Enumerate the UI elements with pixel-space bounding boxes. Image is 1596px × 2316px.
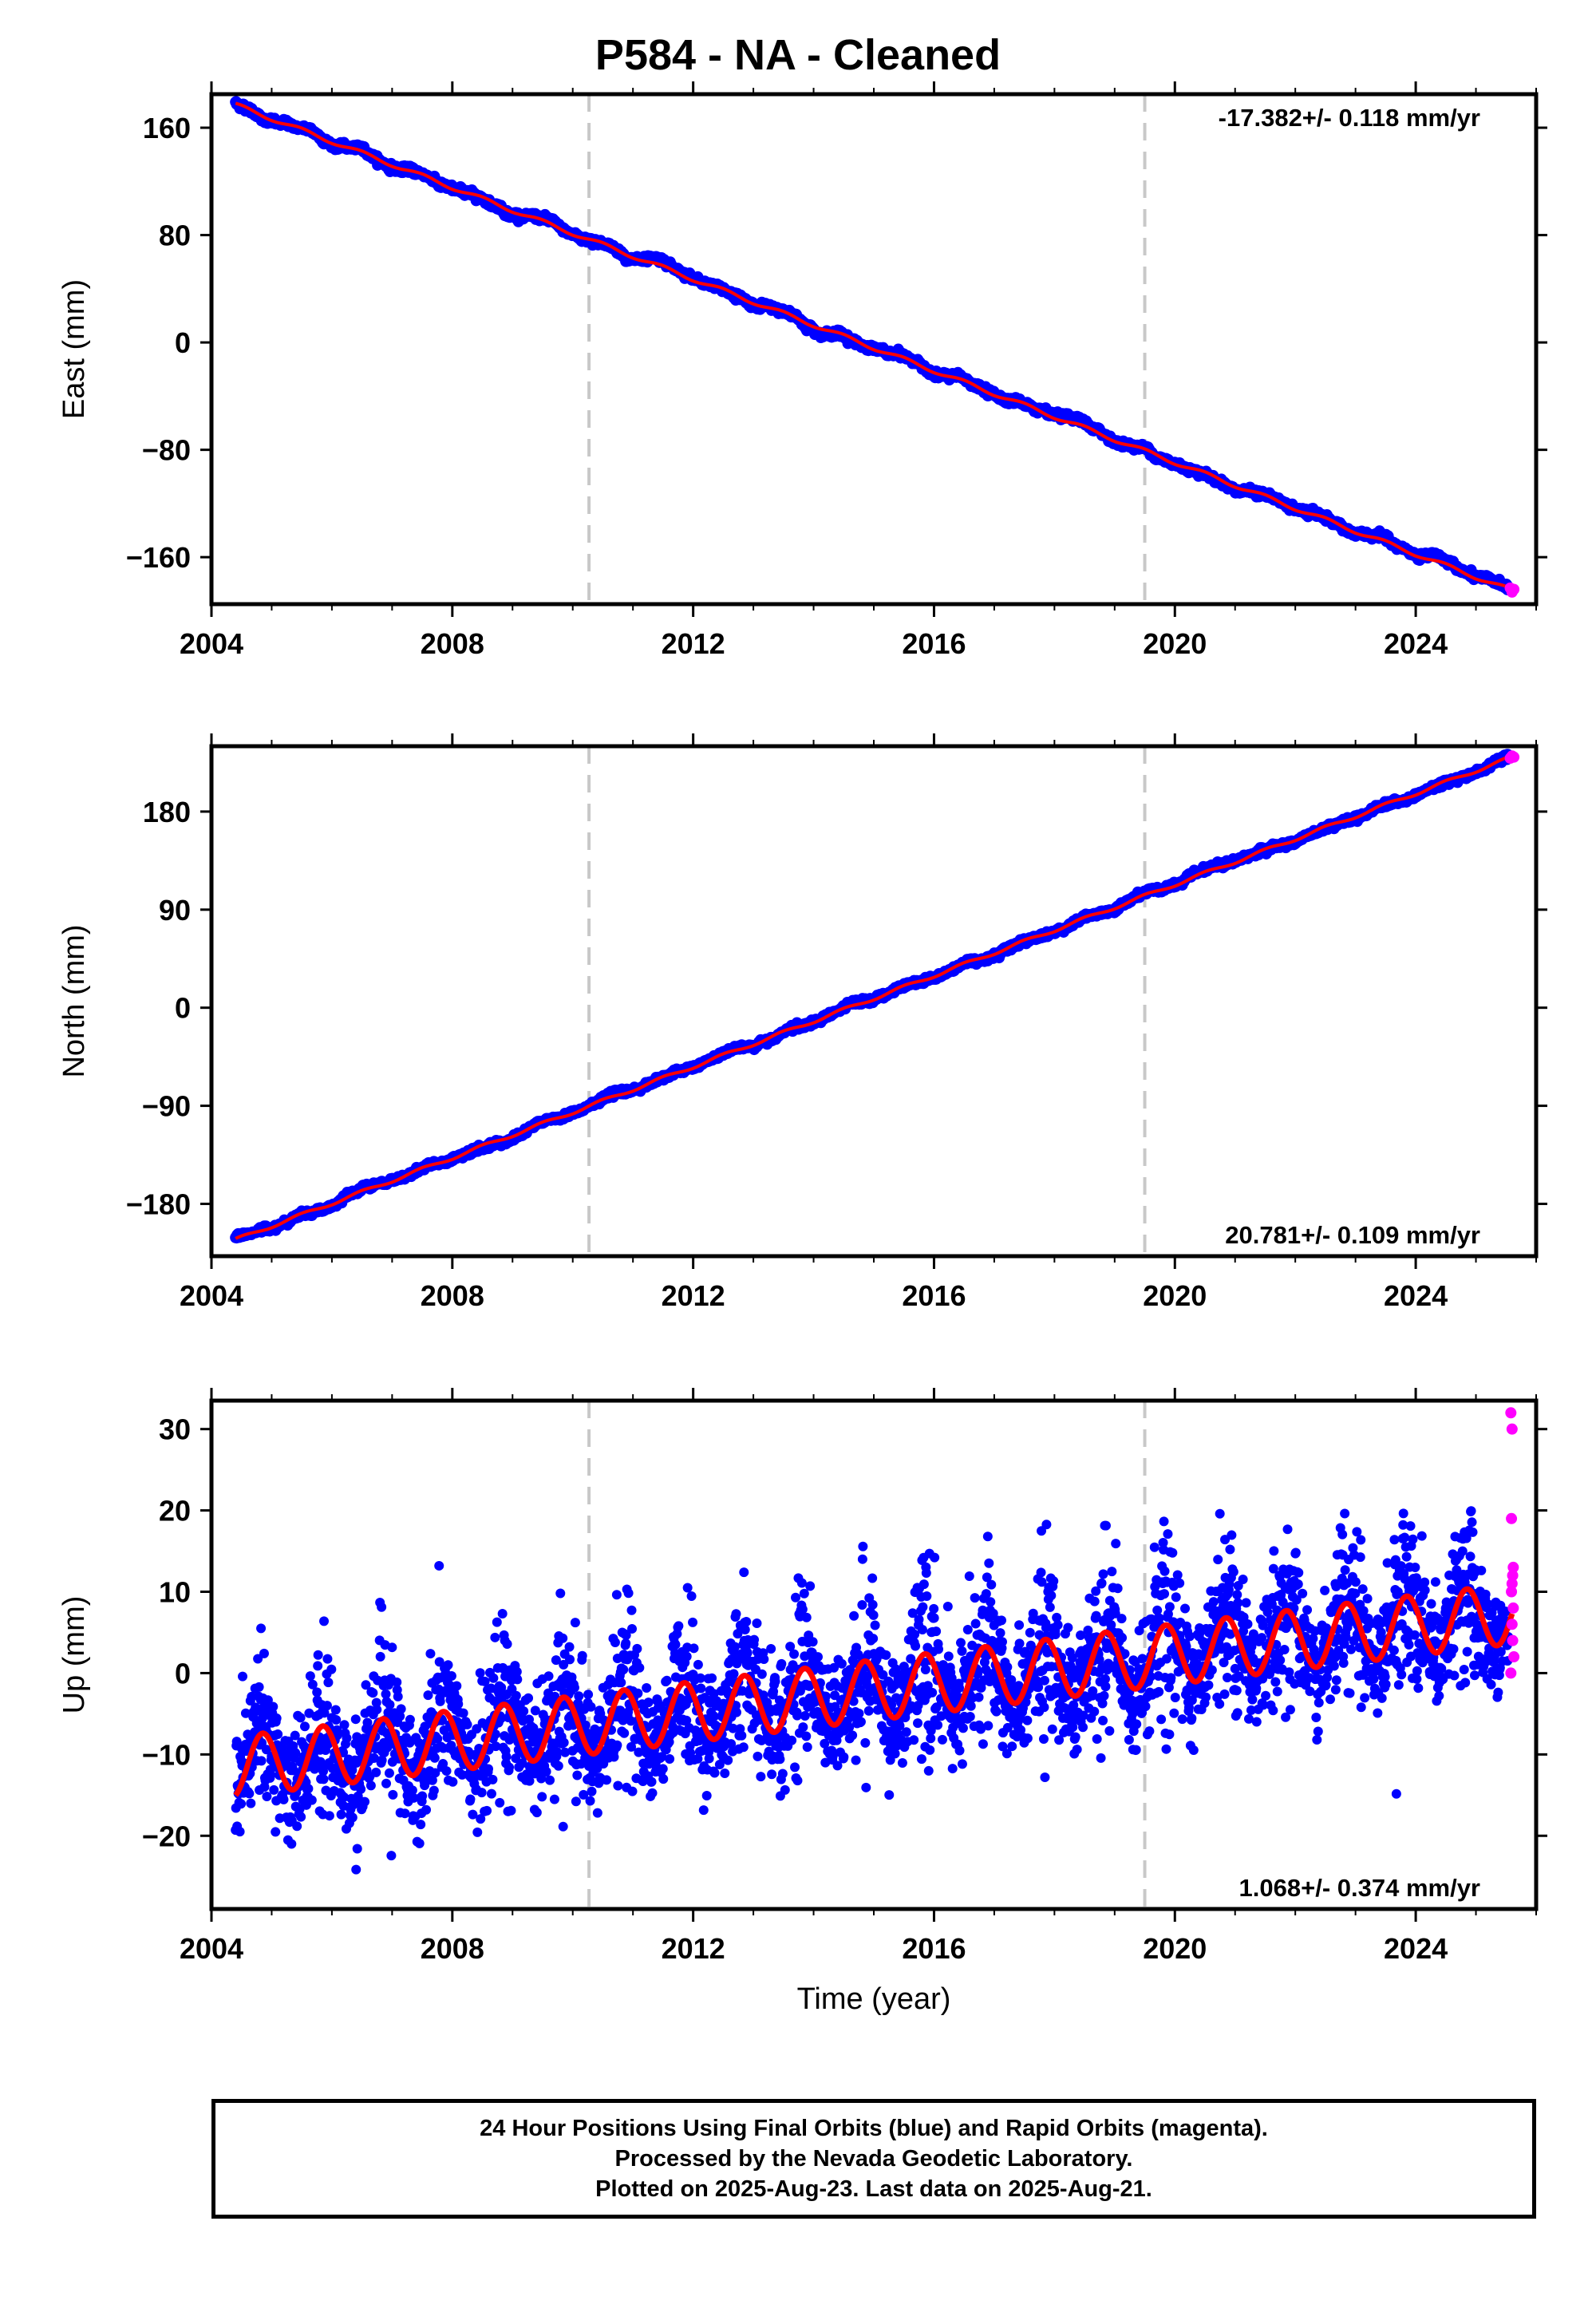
y-tick-label: 160 [143,112,191,144]
y-tick-label: 90 [159,894,191,927]
rapid-orbit-point [1508,751,1520,763]
x-tick-label: 2008 [421,1279,484,1312]
data-point [271,1827,281,1837]
y-axis-label: East (mm) [57,279,91,419]
data-point [254,1682,264,1692]
y-tick-label: −180 [126,1188,191,1220]
data-point [236,1799,247,1809]
data-point [273,1729,283,1740]
y-tick-label: −80 [142,434,191,467]
y-tick-label: 180 [143,796,191,828]
data-point [235,1827,245,1837]
x-tick-label: 2024 [1384,627,1448,660]
x-tick-label: 2004 [180,1279,243,1312]
data-point [256,1756,267,1766]
y-tick-label: 80 [159,219,191,252]
data-point [246,1798,256,1808]
data-point [271,1713,282,1724]
data-point [268,1701,279,1712]
x-tick-label: 2020 [1143,1279,1207,1312]
y-tick-label: 0 [175,992,191,1025]
x-tick-label: 2012 [662,627,725,660]
data-point [262,1791,272,1801]
data-point [269,1784,279,1795]
x-tick-label: 2016 [902,627,966,660]
y-tick-label: −160 [126,541,191,574]
rapid-orbit-point [1508,583,1520,595]
east-panel: 160 80 0 −80 −160 2004 2008 2012 2016 2020 2024 Eas… [57,81,1547,660]
data-point [259,1648,269,1658]
y-tick-label: 0 [175,326,191,359]
time-series-chart: 160 80 0 −80 −160 2004 2008 2012 2016 2020 2024 Eas… [57,81,1547,2016]
y-tick-label: −90 [142,1090,191,1123]
final-orbit-points [230,96,1515,595]
data-point [244,1788,255,1799]
x-tick-label: 2020 [1143,627,1207,660]
x-tick-label: 2016 [902,1279,966,1312]
y-axis-label: North (mm) [57,924,91,1077]
chart-title: P584 - NA - Cleaned [595,31,1001,79]
rate-label: 20.781+/- 0.109 mm/yr [1225,1221,1480,1249]
x-tick-label: 2004 [180,627,243,660]
model-curve [235,101,1513,591]
data-point [256,1623,267,1634]
rate-label: -17.382+/- 0.118 mm/yr [1219,104,1480,132]
final-orbit-points [231,1506,1514,1875]
x-tick-label: 2012 [662,1279,725,1312]
final-orbit-points [230,749,1515,1244]
data-point [266,1769,276,1780]
x-tick-label: 2008 [421,627,484,660]
north-panel: 180 90 0 −90 −180 2004 2008 2012 2016 2020 2024 Nor… [57,733,1547,1312]
data-point [238,1671,248,1682]
x-tick-label: 2024 [1384,1279,1448,1312]
